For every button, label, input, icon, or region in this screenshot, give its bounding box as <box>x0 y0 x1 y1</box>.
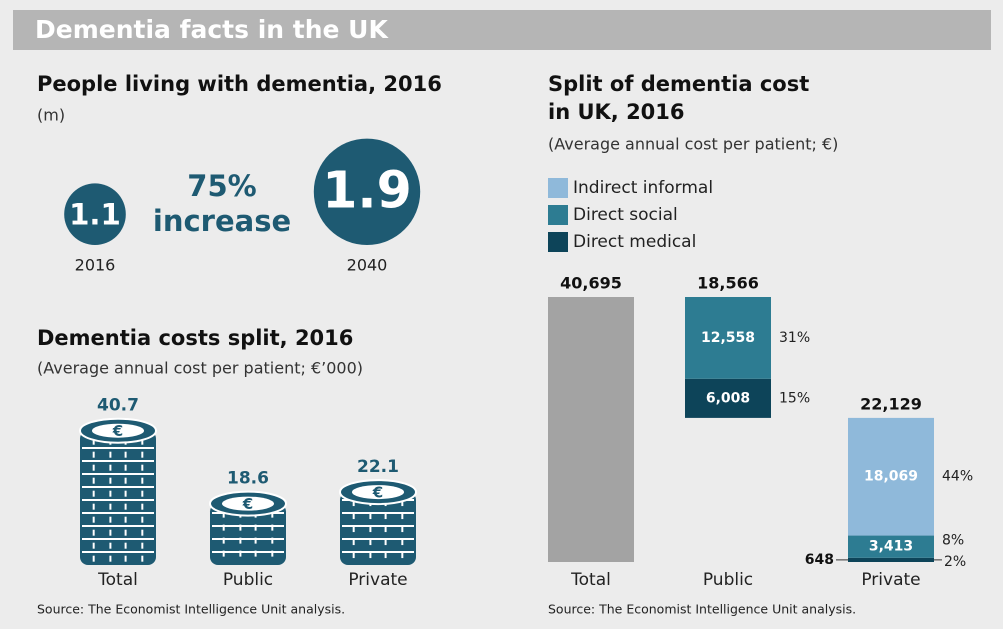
bubble-label: 1.1 <box>69 198 121 232</box>
x-tick-label: Total <box>570 570 611 590</box>
x-tick-label: Private <box>861 570 920 590</box>
costs-subtitle: (Average annual cost per patient; €’000) <box>37 359 363 378</box>
coin-stack: € <box>210 492 286 565</box>
legend-swatch <box>548 178 568 198</box>
coin-stack: € <box>80 419 156 565</box>
source: Source: The Economist Intelligence Unit … <box>548 602 856 617</box>
share-label: 31% <box>779 330 810 346</box>
increase-figure: 75% <box>187 169 256 203</box>
value-label: 12,558 <box>701 330 755 346</box>
source: Source: The Economist Intelligence Unit … <box>37 602 345 617</box>
value-label: 6,008 <box>706 390 750 406</box>
coin-body <box>80 431 156 565</box>
euro-sign: € <box>372 484 383 502</box>
share-label: 8% <box>942 533 964 549</box>
infographic: Dementia facts in the UK People living w… <box>0 0 1003 629</box>
bubble-label: 1.9 <box>322 160 412 219</box>
chart-subtitle: (Average annual cost per patient; €) <box>548 135 838 154</box>
legend-label: Direct medical <box>573 232 696 252</box>
x-tick-label: Public <box>703 570 753 590</box>
x-tick-label: Private <box>348 570 407 590</box>
bar <box>548 297 634 562</box>
bar-segment <box>848 558 934 562</box>
total-label: 40,695 <box>560 274 622 293</box>
legend-label: Indirect informal <box>573 178 713 198</box>
bubble-year: 2016 <box>75 256 116 275</box>
value-label: 3,413 <box>869 539 913 555</box>
value-label: 40.7 <box>97 396 139 416</box>
euro-sign: € <box>112 422 123 440</box>
chart-title: Split of dementia cost <box>548 72 809 96</box>
chart-title: in UK, 2016 <box>548 100 685 124</box>
people-unit: (m) <box>37 106 65 125</box>
value-label: 18,069 <box>864 469 918 485</box>
coin-stack: € <box>340 480 416 565</box>
total-label: 22,129 <box>860 394 922 413</box>
increase-word: increase <box>153 204 291 238</box>
share-label: 44% <box>942 469 973 485</box>
x-tick-label: Public <box>223 570 273 590</box>
legend-label: Direct social <box>573 205 678 225</box>
share-label: 2% <box>944 554 966 570</box>
legend-swatch <box>548 205 568 225</box>
costs-title: Dementia costs split, 2016 <box>37 326 353 350</box>
value-label: 22.1 <box>357 457 399 477</box>
value-label: 18.6 <box>227 469 269 489</box>
header-title: Dementia facts in the UK <box>35 15 389 44</box>
euro-sign: € <box>242 495 253 513</box>
bubble-year: 2040 <box>347 256 388 275</box>
legend-swatch <box>548 232 568 252</box>
value-label: 648 <box>805 552 834 568</box>
total-label: 18,566 <box>697 274 759 293</box>
x-tick-label: Total <box>97 570 138 590</box>
share-label: 15% <box>779 390 810 406</box>
people-title: People living with dementia, 2016 <box>37 72 442 96</box>
